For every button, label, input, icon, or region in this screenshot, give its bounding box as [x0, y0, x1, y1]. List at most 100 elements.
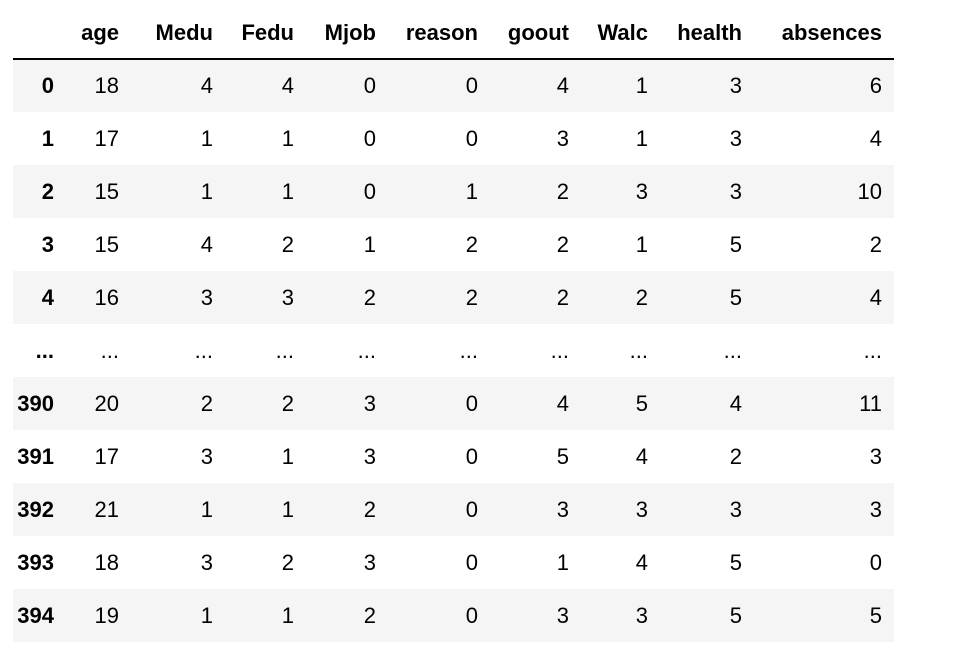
cell-reason: ... — [459, 337, 478, 363]
cell-fedu: 4 — [281, 73, 294, 98]
cell-medu: 1 — [200, 125, 213, 151]
cell-medu: ... — [194, 337, 213, 363]
cell-fedu: 3 — [281, 284, 294, 310]
cell-health: 3 — [729, 73, 742, 98]
cell-goout: 4 — [556, 390, 569, 416]
cell-goout: 4 — [556, 73, 569, 98]
table-body: 0 18 4 4 0 0 4 1 3 6 1 17 1 1 0 0 3 1 3 4 2 15 1 1 0 1 2 3 3 10 3 15 4 2 1… — [13, 59, 894, 642]
cell-walc: 1 — [635, 231, 648, 257]
cell-medu: 1 — [200, 496, 213, 522]
column-header-goout: goout — [490, 8, 581, 60]
row-index: 0 — [41, 73, 54, 98]
row-index: 392 — [17, 496, 54, 522]
cell-reason: 1 — [465, 178, 478, 204]
cell-absences: 3 — [869, 443, 882, 469]
cell-medu: 4 — [200, 73, 213, 98]
table-row: 0 18 4 4 0 0 4 1 3 6 — [13, 59, 894, 112]
cell-goout: 3 — [556, 496, 569, 522]
cell-mjob: 0 — [363, 178, 376, 204]
column-header-mjob: Mjob — [306, 8, 388, 60]
row-index: 391 — [17, 443, 54, 469]
cell-mjob: ... — [357, 337, 376, 363]
cell-absences: 11 — [859, 390, 882, 416]
cell-absences: 3 — [869, 496, 882, 522]
cell-fedu: 1 — [281, 125, 294, 151]
table-header: age Medu Fedu Mjob reason goout Walc hea… — [13, 8, 894, 60]
cell-goout: 2 — [556, 284, 569, 310]
cell-mjob: 2 — [363, 284, 376, 310]
cell-goout: 3 — [556, 602, 569, 628]
cell-mjob: 1 — [363, 231, 376, 257]
cell-walc: 4 — [635, 549, 648, 575]
row-index: 4 — [41, 284, 54, 310]
cell-absences: 0 — [869, 549, 882, 575]
table-row: 390 20 2 2 3 0 4 5 4 11 — [13, 377, 894, 430]
cell-walc: 3 — [635, 178, 648, 204]
cell-walc: 1 — [635, 125, 648, 151]
table-row: 4 16 3 3 2 2 2 2 5 4 — [13, 271, 894, 324]
row-index: 3 — [41, 231, 54, 257]
cell-fedu: 1 — [281, 496, 294, 522]
cell-mjob: 3 — [363, 549, 376, 575]
cell-walc: ... — [629, 337, 648, 363]
cell-goout: 1 — [556, 549, 569, 575]
row-index: 393 — [17, 549, 54, 575]
cell-walc: 2 — [635, 284, 648, 310]
cell-age: 17 — [94, 125, 119, 151]
cell-age: 15 — [94, 178, 119, 204]
cell-medu: 3 — [200, 443, 213, 469]
cell-fedu: 2 — [281, 549, 294, 575]
cell-age: 19 — [94, 602, 119, 628]
cell-health: 5 — [729, 602, 742, 628]
cell-absences: 4 — [869, 125, 882, 151]
table-row: .............................. — [13, 324, 894, 377]
cell-age: 15 — [94, 231, 119, 257]
cell-age: 21 — [94, 496, 119, 522]
cell-health: 4 — [729, 390, 742, 416]
cell-reason: 0 — [465, 549, 478, 575]
cell-absences: 4 — [869, 284, 882, 310]
cell-health: 5 — [729, 549, 742, 575]
row-index: 390 — [17, 390, 54, 416]
cell-health: 3 — [729, 496, 742, 522]
cell-mjob: 2 — [363, 602, 376, 628]
row-index: 2 — [41, 178, 54, 204]
column-header-walc: Walc — [581, 8, 660, 60]
cell-reason: 0 — [465, 496, 478, 522]
cell-fedu: 2 — [281, 390, 294, 416]
row-index: 394 — [17, 602, 54, 628]
cell-reason: 2 — [465, 231, 478, 257]
cell-age: 20 — [94, 390, 119, 416]
cell-goout: 5 — [556, 443, 569, 469]
cell-medu: 3 — [200, 284, 213, 310]
cell-goout: 2 — [556, 231, 569, 257]
header-row: age Medu Fedu Mjob reason goout Walc hea… — [13, 8, 894, 60]
dataframe-container: age Medu Fedu Mjob reason goout Walc hea… — [13, 8, 894, 642]
cell-age: 16 — [94, 284, 119, 310]
column-header-age: age — [66, 8, 131, 60]
cell-health: ... — [723, 337, 742, 363]
cell-medu: 4 — [200, 231, 213, 257]
table-row: 2 15 1 1 0 1 2 3 3 10 — [13, 165, 894, 218]
cell-age: ... — [100, 337, 119, 363]
column-header-reason: reason — [388, 8, 490, 60]
cell-health: 3 — [729, 125, 742, 151]
cell-walc: 1 — [635, 73, 648, 98]
cell-mjob: 3 — [363, 390, 376, 416]
cell-age: 18 — [94, 549, 119, 575]
cell-medu: 1 — [200, 178, 213, 204]
cell-absences: ... — [863, 337, 882, 363]
column-header-health: health — [660, 8, 754, 60]
cell-walc: 3 — [635, 496, 648, 522]
cell-medu: 1 — [200, 602, 213, 628]
dataframe-table: age Medu Fedu Mjob reason goout Walc hea… — [13, 8, 894, 642]
cell-absences: 2 — [869, 231, 882, 257]
cell-walc: 4 — [635, 443, 648, 469]
cell-reason: 0 — [465, 125, 478, 151]
cell-fedu: 1 — [281, 178, 294, 204]
table-row: 1 17 1 1 0 0 3 1 3 4 — [13, 112, 894, 165]
cell-reason: 0 — [465, 390, 478, 416]
cell-walc: 3 — [635, 602, 648, 628]
cell-reason: 2 — [465, 284, 478, 310]
cell-reason: 0 — [465, 443, 478, 469]
